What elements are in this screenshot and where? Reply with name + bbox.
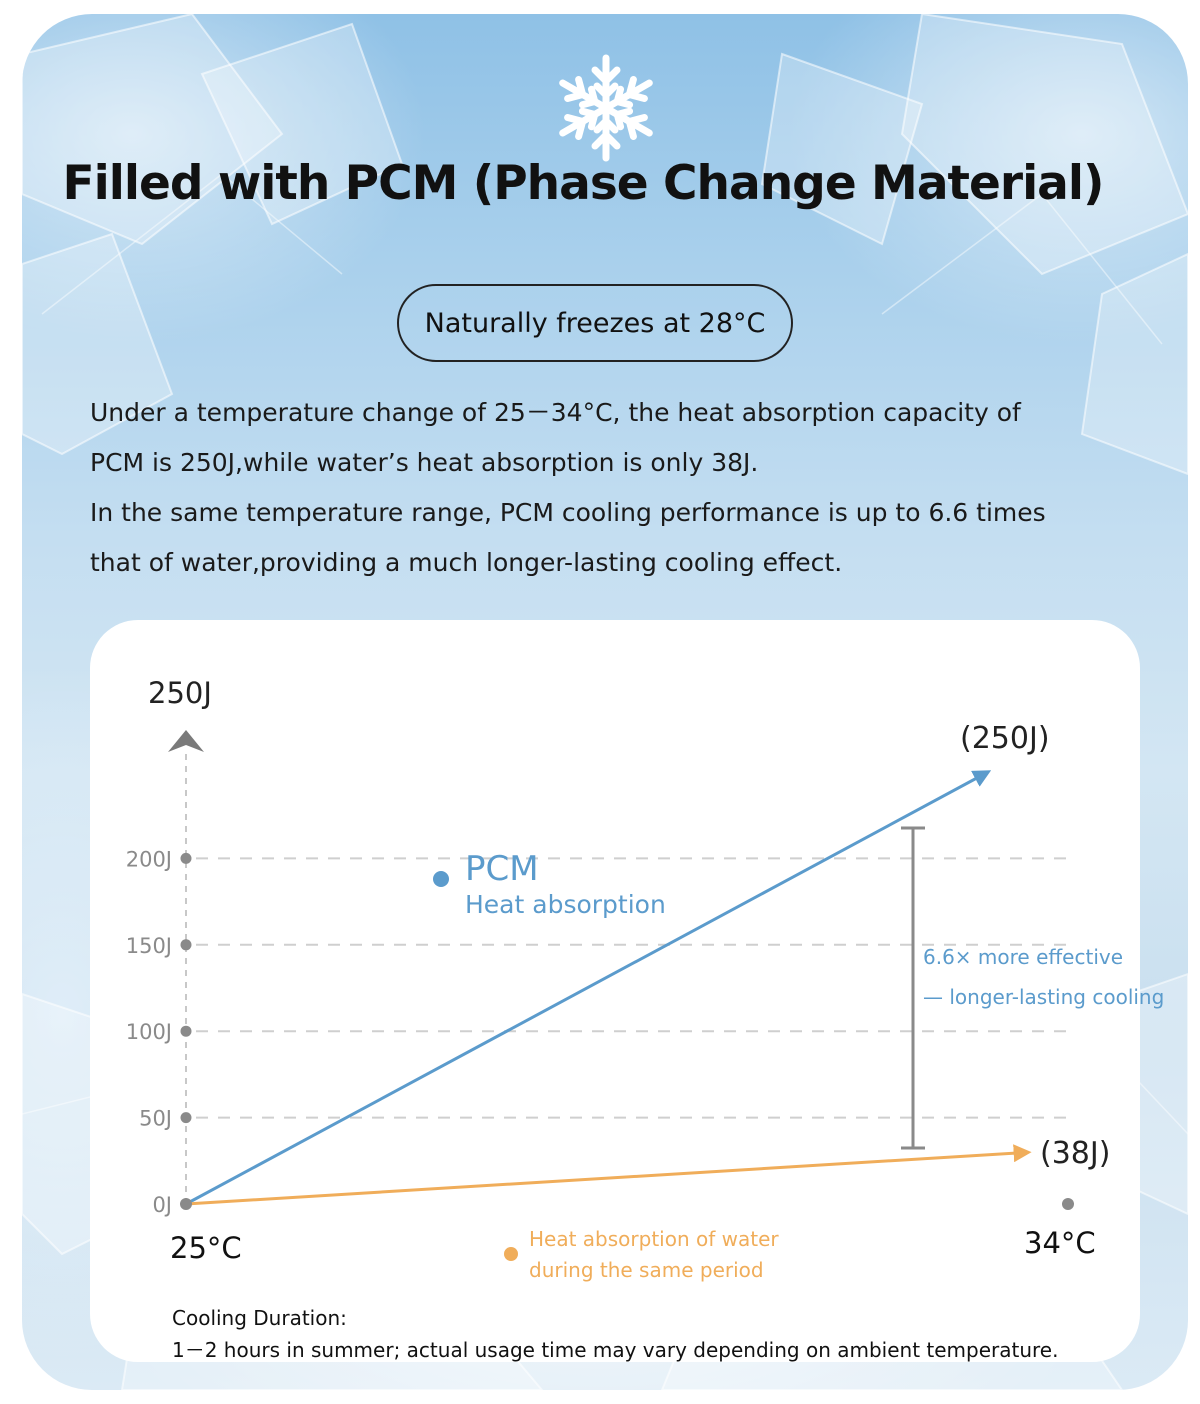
- series-sublabel-water: during the same period: [529, 1258, 764, 1282]
- y-tick-dot: [180, 939, 192, 951]
- data-label-pcm: (250J): [960, 721, 1050, 756]
- data-label-water: (38J): [1040, 1136, 1110, 1171]
- cooling-duration-text: 1－2 hours in summer; actual usage time m…: [172, 1338, 1059, 1362]
- y-tick-dot: [180, 1025, 192, 1037]
- description-block: Under a temperature change of 25－34°C, t…: [90, 388, 1130, 588]
- y-tick-label: 0J: [152, 1193, 172, 1217]
- y-axis-arrow-icon: [168, 730, 204, 752]
- series-label-water: Heat absorption of water: [529, 1227, 779, 1251]
- cooling-duration-note: Cooling Duration: 1－2 hours in summer; a…: [172, 1302, 1132, 1366]
- page-title: Filled with PCM (Phase Change Material): [62, 156, 1105, 211]
- series-sublabel-pcm: Heat absorption: [465, 890, 666, 919]
- annotation-line-1: 6.6× more effective: [923, 945, 1123, 969]
- y-tick-label: 50J: [139, 1107, 172, 1131]
- y-tick-dot: [180, 1112, 192, 1124]
- description-line: In the same temperature range, PCM cooli…: [90, 498, 1046, 527]
- snowflake-icon: [559, 54, 653, 162]
- series-line-pcm: [185, 770, 992, 1206]
- y-tick-label: 150J: [126, 934, 172, 958]
- y-tick-label: 200J: [126, 847, 172, 871]
- description-line: that of water,providing a much longer-la…: [90, 548, 843, 577]
- y-axis-top-label: 250J: [148, 676, 212, 710]
- annotation-line-2: — longer-lasting cooling: [923, 985, 1164, 1009]
- cooling-duration-heading: Cooling Duration:: [172, 1306, 347, 1330]
- legend-dot-pcm: [433, 871, 449, 887]
- x-end-dot: [1062, 1198, 1074, 1210]
- series-line-water: [185, 1144, 1032, 1206]
- x-label-start: 25°C: [170, 1231, 242, 1265]
- x-label-end: 34°C: [1024, 1226, 1096, 1260]
- series-label-pcm: PCM: [465, 849, 539, 889]
- y-tick-label: 100J: [126, 1020, 172, 1044]
- origin-dot: [180, 1198, 192, 1210]
- y-tick-dot: [180, 852, 192, 864]
- chart-card: [90, 620, 1140, 1362]
- legend-dot-water: [504, 1247, 518, 1261]
- description-line: PCM is 250J,while water’s heat absorptio…: [90, 448, 759, 477]
- description-line: Under a temperature change of 25－34°C, t…: [90, 398, 1021, 427]
- freeze-point-text: Naturally freezes at 28°C: [424, 307, 766, 339]
- freeze-point-badge: Naturally freezes at 28°C: [397, 284, 793, 362]
